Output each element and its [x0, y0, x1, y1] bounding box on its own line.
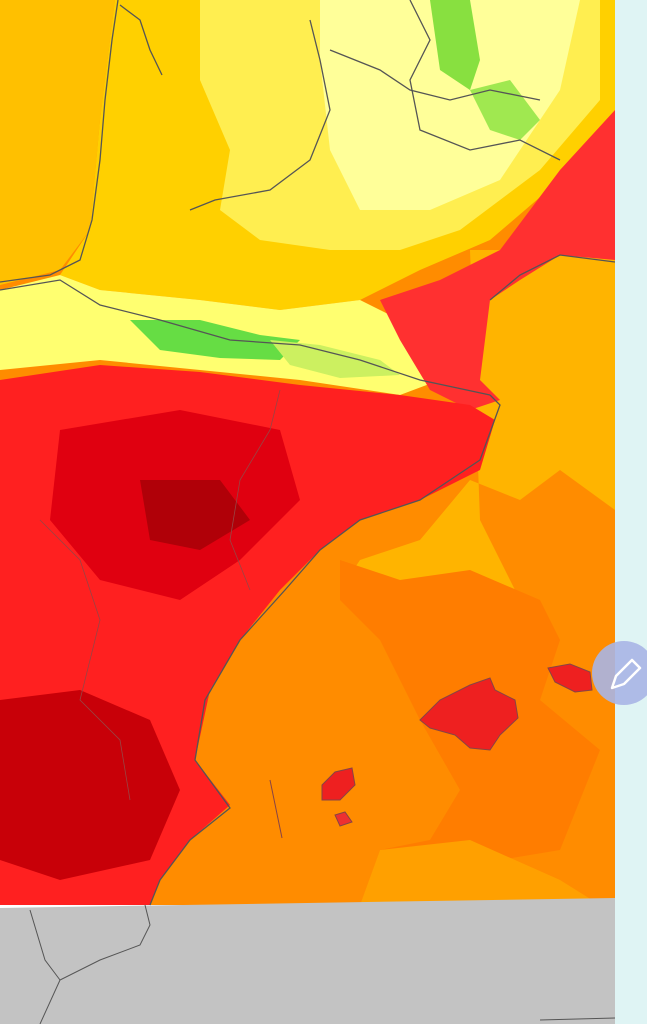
menorca	[547, 663, 593, 693]
iberia-hottest	[140, 480, 250, 550]
mallorca	[419, 677, 519, 751]
side-panel	[615, 0, 647, 1024]
edit-button[interactable]	[592, 641, 647, 705]
no-data	[0, 898, 615, 1024]
scan-line	[269, 779, 283, 839]
borders	[0, 0, 616, 906]
formentera	[334, 811, 353, 827]
heat-map	[0, 0, 616, 906]
africa-coast	[29, 904, 616, 1024]
massif	[320, 0, 580, 210]
alps-green	[470, 80, 540, 140]
ibiza	[321, 767, 356, 801]
pyrenees-light	[270, 340, 400, 378]
catalonia	[380, 110, 615, 410]
alps-green	[430, 0, 480, 90]
pencil-icon[interactable]	[610, 658, 642, 690]
pyrenees-green	[130, 320, 300, 360]
iberia-hottest	[0, 690, 180, 880]
atlantic	[0, 0, 115, 285]
sea-south	[360, 840, 600, 905]
